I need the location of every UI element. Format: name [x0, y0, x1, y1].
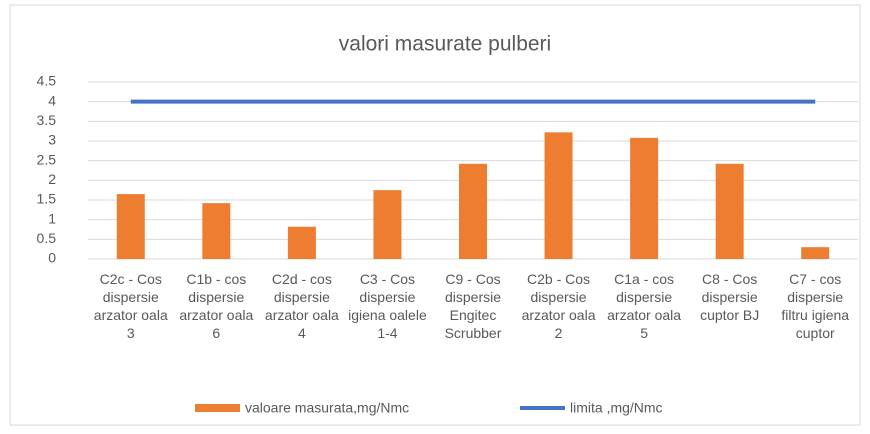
- y-tick-label: 2.5: [37, 151, 57, 167]
- bar: [630, 137, 659, 259]
- bar: [287, 226, 316, 259]
- y-tick-label: 4.5: [37, 73, 57, 89]
- bar: [202, 203, 231, 259]
- y-tick-label: 1.5: [37, 191, 57, 207]
- y-tick-label: 0.5: [37, 230, 57, 246]
- y-tick-label: 1: [48, 210, 56, 226]
- bar: [116, 194, 145, 259]
- y-tick-label: 4: [48, 92, 56, 108]
- y-tick-label: 3.5: [37, 112, 57, 128]
- y-tick-label: 0: [48, 250, 56, 266]
- x-tick-label: C2b - Cos dispersie arzator oala 2: [521, 271, 596, 341]
- x-tick-label: C3 - Cos dispersie igiena oalele 1-4: [348, 271, 427, 341]
- bar: [544, 132, 573, 259]
- x-tick-label: C1b - cos dispersie arzator oala 6: [179, 271, 254, 341]
- x-tick-label: C2c - Cos dispersie arzator oala 3: [93, 271, 168, 341]
- legend-label: valoare masurata,mg/Nmc: [245, 400, 409, 416]
- x-tick-label: C1a - cos dispersie arzator oala 5: [607, 271, 682, 341]
- bar: [715, 163, 744, 259]
- x-tick-label: C9 - Cos dispersie Engitec Scrubber: [444, 271, 502, 341]
- legend-label: limita ,mg/Nmc: [570, 400, 663, 416]
- chart-title: valori masurate pulberi: [339, 33, 551, 56]
- y-tick-label: 3: [48, 132, 56, 148]
- bar: [373, 190, 402, 259]
- legend-swatch: [195, 404, 240, 412]
- bar: [459, 163, 487, 259]
- x-tick-label: C8 - Cos dispersie cuptor BJ: [700, 271, 760, 323]
- y-tick-label: 2: [48, 171, 56, 187]
- x-tick-label: C7 - cos dispersie filtru igiena cuptor: [781, 271, 850, 341]
- x-tick-label: C2d - cos dispersie arzator oala 4: [264, 271, 339, 341]
- bar: [801, 247, 830, 259]
